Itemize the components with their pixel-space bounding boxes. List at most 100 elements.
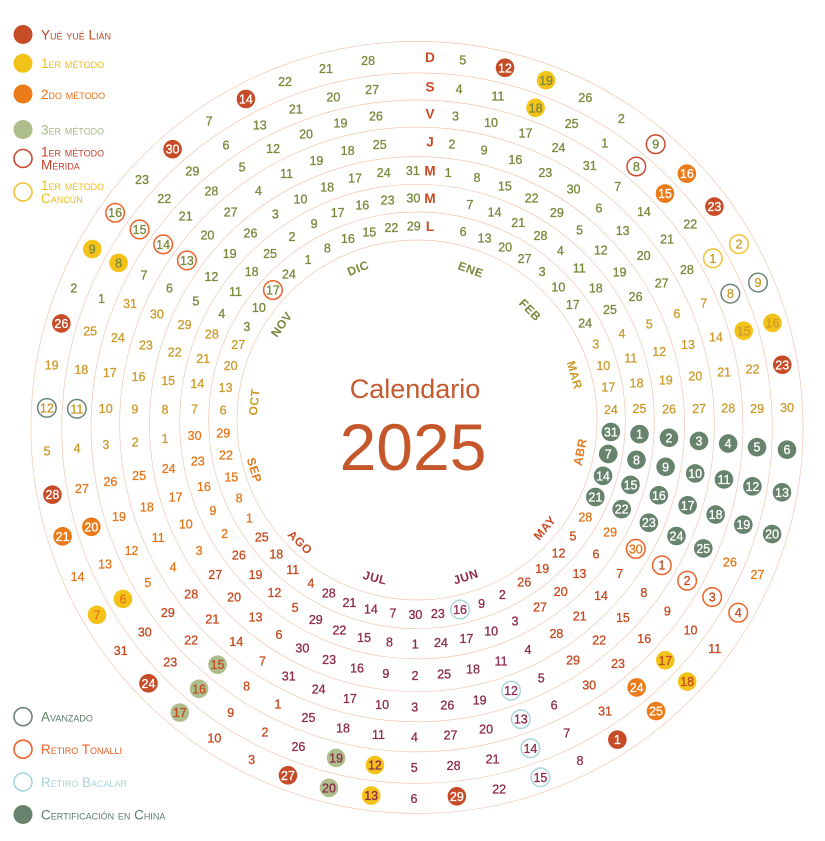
- calendar-day: 17: [566, 298, 580, 312]
- calendar-day: 26: [517, 576, 531, 590]
- calendar-day: 4: [170, 560, 177, 574]
- calendar-day: 28: [680, 263, 694, 277]
- calendar-day: 8: [161, 403, 168, 417]
- legend-label-china: Certificación en China: [41, 807, 165, 822]
- event-marker: [170, 703, 190, 722]
- calendar-day: 27: [533, 600, 547, 614]
- legend-swatch-tonalli: [13, 739, 33, 760]
- calendar-day: 17: [658, 654, 672, 668]
- calendar-day: 25: [263, 247, 277, 261]
- calendar-day: 13: [775, 486, 789, 500]
- ring-line: [61, 72, 773, 784]
- calendar-day: 18: [466, 663, 480, 677]
- calendar-day: 30: [567, 183, 581, 197]
- legend-swatch-china: [13, 805, 33, 824]
- event-marker: [278, 765, 298, 785]
- title-heading: Calendario: [350, 374, 481, 404]
- calendar-day: 26: [291, 740, 305, 754]
- calendar-day: 20: [479, 723, 493, 737]
- event-marker: [593, 466, 613, 486]
- month-label: ENE: [456, 259, 485, 281]
- calendar-day: 20: [554, 585, 568, 599]
- calendar-day: 25: [373, 138, 387, 152]
- calendar-day: 11: [229, 285, 242, 299]
- calendar-day: 14: [709, 331, 723, 345]
- calendar-day: 5: [292, 601, 299, 615]
- calendar-day: 31: [114, 644, 128, 658]
- calendar-day: 1: [246, 512, 253, 526]
- event-marker: [598, 444, 618, 464]
- month-label: AGO: [285, 527, 316, 557]
- calendar-day: 20: [688, 370, 702, 384]
- calendar-day: 14: [637, 205, 651, 219]
- calendar-day: 25: [565, 117, 579, 131]
- calendar-day: 16: [508, 153, 522, 167]
- calendar-day: 1: [412, 637, 419, 651]
- calendar-day: 22: [278, 75, 292, 89]
- calendar-day: 1: [658, 559, 665, 573]
- event-marker: [689, 431, 709, 451]
- calendar-day: 1: [601, 136, 608, 150]
- calendar-day: 28: [534, 229, 548, 243]
- calendar-day: 13: [98, 557, 112, 571]
- calendar-day: 6: [595, 202, 602, 216]
- calendar-day: 15: [737, 324, 751, 338]
- calendar-day: 13: [514, 713, 528, 727]
- calendar-day: 10: [207, 732, 221, 746]
- calendar-day: 29: [178, 318, 192, 332]
- calendar-day: 22: [332, 623, 346, 637]
- legend-label-m1: 1er método: [41, 56, 104, 71]
- calendar-day: 6: [593, 547, 600, 561]
- calendar-day: 15: [616, 611, 630, 625]
- calendar-day: 20: [765, 528, 779, 542]
- calendar-day: 9: [478, 597, 485, 611]
- ring-line: [30, 41, 804, 814]
- calendar-day: 30: [295, 641, 309, 655]
- calendar-day: 27: [231, 338, 245, 352]
- event-marker: [659, 428, 679, 448]
- event-marker: [639, 513, 659, 533]
- calendar-day: 12: [125, 544, 139, 558]
- event-marker: [526, 98, 545, 118]
- calendar-day: 5: [754, 441, 761, 455]
- event-marker: [655, 650, 675, 670]
- calendar-day: 5: [192, 295, 199, 309]
- calendar-day: 5: [538, 672, 545, 686]
- event-marker: [630, 424, 649, 444]
- legend-item-m2: 2do método: [13, 84, 105, 104]
- calendar-day: 30: [408, 608, 422, 622]
- calendar-day: 7: [259, 654, 266, 668]
- ring-line: [119, 126, 715, 723]
- event-marker: [626, 156, 647, 177]
- calendar-day: 9: [209, 504, 216, 518]
- calendar-day: 28: [205, 327, 219, 341]
- calendar-day: 4: [725, 437, 732, 451]
- calendar-day: 30: [629, 542, 643, 556]
- calendar-day: 14: [229, 635, 243, 649]
- calendar-day: 18: [341, 144, 355, 158]
- weekday-label: J: [426, 135, 434, 150]
- event-marker: [627, 450, 646, 470]
- calendar-day: 10: [551, 281, 565, 295]
- calendar-day: 29: [750, 402, 764, 416]
- calendar-day: 5: [239, 161, 246, 175]
- calendar-day: 3: [539, 265, 546, 279]
- calendar-day: 10: [484, 625, 498, 639]
- calendar-day: 29: [603, 526, 617, 540]
- event-marker: [677, 570, 698, 591]
- calendar-day: 18: [320, 180, 334, 194]
- calendar-day: 16: [680, 167, 694, 181]
- calendar-day: 28: [578, 511, 592, 525]
- calendar-day: 9: [755, 276, 762, 290]
- calendar-day: 19: [334, 117, 348, 131]
- calendar-day: 16: [652, 489, 666, 503]
- calendar-day: 23: [381, 194, 395, 208]
- legend-swatch-bacalar: [13, 772, 33, 792]
- month-label: JUN: [452, 566, 481, 587]
- calendar-day: 18: [680, 675, 694, 689]
- legend-item-m3: 3er método: [13, 120, 104, 139]
- event-marker: [208, 655, 227, 675]
- event-marker: [105, 202, 126, 223]
- calendar-day: 4: [74, 442, 81, 456]
- calendar-day: 7: [466, 198, 473, 212]
